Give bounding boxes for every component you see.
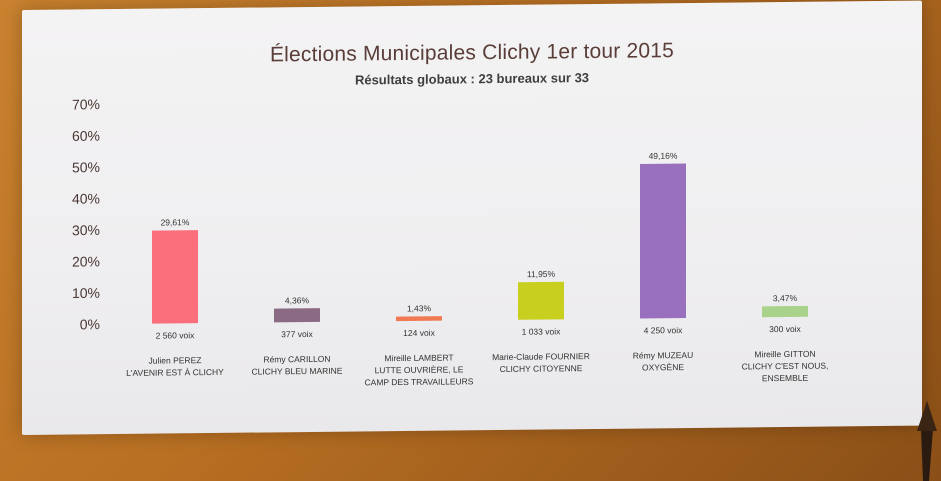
bar-value-label: 11,95%: [527, 269, 556, 279]
microphone-stand: [917, 401, 937, 481]
bar-votes-label: 124 voix: [403, 328, 435, 338]
projection-screen: Élections Municipales Clichy 1er tour 20…: [22, 0, 922, 435]
bar-value-label: 3,47%: [773, 293, 798, 303]
x-category-label: CLICHY BLEU MARINE: [251, 366, 342, 377]
x-category-label: Mireille LAMBERT: [384, 352, 453, 363]
x-category-label: Rémy MUZEAU: [633, 350, 693, 361]
bar-value-label: 49,16%: [649, 151, 678, 161]
bar-votes-label: 1 033 voix: [522, 326, 561, 336]
bar-votes-label: 2 560 voix: [156, 330, 195, 340]
x-category-label: ENSEMBLE: [762, 373, 809, 383]
y-tick-label: 20%: [72, 253, 100, 269]
bar: [762, 305, 808, 318]
bar: [518, 281, 564, 320]
x-category-label: CLICHY C'EST NOUS,: [742, 361, 829, 372]
y-tick-label: 10%: [72, 285, 100, 301]
y-tick-label: 0%: [80, 316, 100, 332]
bar-chart: 70% 60% 50% 40% 30% 20% 10% 0% 29,61% 2 560 voix J…: [72, 96, 829, 387]
bar: [274, 308, 320, 323]
x-category-label: L'AVENIR EST À CLICHY: [126, 367, 224, 378]
x-category-label: Rémy CARILLON: [263, 354, 330, 365]
x-category-label: CAMP DES TRAVAILLEURS: [365, 376, 474, 387]
y-tick-label: 50%: [72, 159, 100, 175]
x-category-label: OXYGÈNE: [642, 362, 684, 372]
y-tick-label: 30%: [72, 222, 100, 238]
x-category-label: LUTTE OUVRIÈRE, LE: [375, 364, 464, 375]
y-tick-label: 40%: [72, 190, 100, 206]
bar-votes-label: 4 250 voix: [644, 325, 683, 335]
bar-value-label: 1,43%: [407, 303, 432, 313]
x-category-label: Mireille GITTON: [754, 349, 815, 360]
x-category-label: CLICHY CITOYENNE: [500, 363, 583, 374]
y-tick-label: 60%: [72, 128, 100, 144]
bar-value-label: 4,36%: [285, 295, 310, 305]
bar: [396, 316, 442, 322]
x-category-label: Julien PEREZ: [149, 355, 202, 366]
bar-votes-label: 377 voix: [281, 329, 313, 339]
bar-votes-label: 300 voix: [769, 324, 801, 334]
bar: [640, 163, 686, 319]
x-category-label: Marie-Claude FOURNIER: [492, 351, 590, 362]
y-tick-label: 70%: [72, 96, 100, 112]
bar-value-label: 29,61%: [161, 217, 190, 227]
bar: [152, 230, 198, 324]
